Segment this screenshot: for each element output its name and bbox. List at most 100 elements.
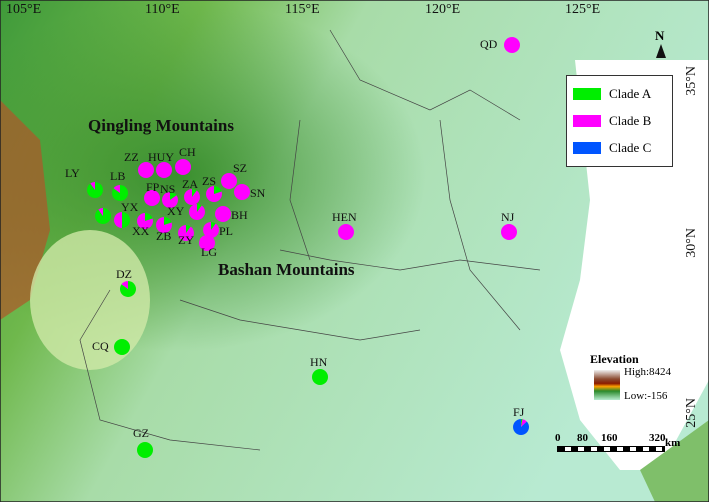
site-label: LG <box>201 245 217 259</box>
scale-tick: 0 <box>555 432 561 444</box>
site-label: ZZ <box>124 150 139 164</box>
pie-slice-clade-b <box>138 162 154 178</box>
site-pie-HUY <box>156 162 172 178</box>
site-pie-NJ <box>501 224 517 240</box>
elevation-low: Low:-156 <box>624 390 668 402</box>
pie-slice-clade-b <box>215 206 231 222</box>
legend-label: Clade C <box>609 140 652 155</box>
site-label: ZY <box>178 233 194 247</box>
site-label: FP <box>146 180 160 194</box>
pie-slice-clade-a <box>211 222 216 230</box>
site-pie-SZ <box>221 173 237 189</box>
pie-slice-clade-b <box>156 162 172 178</box>
lon-tick: 125°E <box>565 2 601 17</box>
site-pie-LB <box>112 185 128 202</box>
lon-tick: 115°E <box>285 2 320 17</box>
site-pie-HEN <box>338 224 354 240</box>
pie-slice-clade-a <box>137 442 153 458</box>
bashan-label: Bashan Mountains <box>218 260 355 279</box>
elevation-title: Elevation <box>590 352 639 366</box>
site-label: NJ <box>501 210 515 224</box>
legend-item: Clade A <box>573 84 651 104</box>
site-label: GZ <box>133 426 149 440</box>
site-pie-XY <box>189 204 206 220</box>
site-pie-LG <box>199 235 215 251</box>
pie-slice-clade-b <box>98 208 103 216</box>
site-label: CQ <box>92 339 109 353</box>
site-label: LB <box>110 169 126 183</box>
site-pie-FJ <box>513 419 530 435</box>
legend-item: Clade B <box>573 111 651 131</box>
north-arrow: N <box>655 28 666 58</box>
site-pie-YX <box>95 208 111 224</box>
site-pie-XX2 <box>137 213 154 230</box>
site-label: ZS <box>202 174 217 188</box>
lon-tick: 110°E <box>145 2 180 17</box>
pie-slice-clade-c <box>513 419 530 435</box>
site-label: HN <box>310 355 328 369</box>
site-pie-FP <box>144 190 160 206</box>
site-label: SZ <box>233 161 248 175</box>
pie-slice-clade-a <box>197 204 202 212</box>
site-pie-CQ <box>114 339 130 355</box>
pie-slice-clade-b <box>121 281 128 289</box>
site-pie-QD <box>504 37 520 53</box>
pie-slice-clade-b <box>199 235 215 251</box>
site-pie-DZ <box>120 281 136 297</box>
lat-tick: 25°N <box>684 398 699 428</box>
pie-slice-clade-a <box>312 369 328 385</box>
site-pie-NS <box>162 192 178 208</box>
pie-slice-clade-b <box>501 224 517 240</box>
lon-tick: 105°E <box>6 2 42 17</box>
scale-bar: 0 80 160 320 km <box>555 432 685 457</box>
site-label: XY <box>167 204 185 218</box>
pie-slice-clade-b <box>521 419 527 427</box>
pie-slice-clade-a <box>192 189 197 197</box>
legend-item: Clade C <box>573 138 651 158</box>
pie-slice-clade-a <box>521 419 523 427</box>
site-label: SN <box>250 186 266 200</box>
scale-tick: 320 <box>649 432 666 444</box>
lat-tick: 30°N <box>684 228 699 258</box>
pie-slice-clade-b <box>90 182 95 190</box>
pie-slice-clade-a <box>186 225 191 233</box>
site-label: ZA <box>182 177 198 191</box>
lat-tick: 35°N <box>684 66 699 96</box>
pie-slice-clade-b <box>234 184 250 200</box>
site-pie-PL <box>203 222 219 238</box>
pie-slice-clade-a <box>170 192 177 200</box>
legend-label: Clade B <box>609 113 652 128</box>
pie-slice-clade-a <box>164 217 172 225</box>
legend-label: Clade A <box>609 86 652 101</box>
site-label: NS <box>160 182 176 196</box>
site-label: BH <box>231 208 248 222</box>
pie-slice-clade-a <box>145 213 153 221</box>
pie-slice-clade-b <box>137 213 154 230</box>
pie-slice-clade-b <box>162 192 178 208</box>
lon-tick: 120°E <box>425 2 461 17</box>
scale-tick: 80 <box>577 432 588 444</box>
pie-slice-clade-b <box>113 185 120 193</box>
site-label: PL <box>219 224 234 238</box>
pie-slice-clade-b <box>175 159 191 175</box>
pie-slice-clade-b <box>206 186 222 202</box>
pie-slice-clade-a <box>95 208 111 224</box>
qinling-label: Qingling Mountains <box>88 116 234 135</box>
pie-slice-clade-a <box>122 212 130 228</box>
site-pie-ZZ <box>138 162 154 178</box>
site-label: CH <box>179 145 196 159</box>
pie-slice-clade-b <box>203 222 219 238</box>
site-label: DZ <box>116 267 132 281</box>
elevation-legend: Elevation High:8424 Low:-156 <box>590 352 671 402</box>
site-label: XX <box>132 224 150 238</box>
site-pie-ZS <box>206 186 222 202</box>
scale-unit: km <box>665 437 681 449</box>
pie-slice-clade-b <box>114 212 122 228</box>
legend: Clade A Clade B Clade C <box>566 75 673 167</box>
high-plateau <box>0 100 50 320</box>
site-label: LY <box>65 166 80 180</box>
pie-slice-clade-a <box>114 339 130 355</box>
site-label: ZB <box>156 229 172 243</box>
site-label: QD <box>480 37 498 51</box>
site-label: YX <box>121 200 139 214</box>
